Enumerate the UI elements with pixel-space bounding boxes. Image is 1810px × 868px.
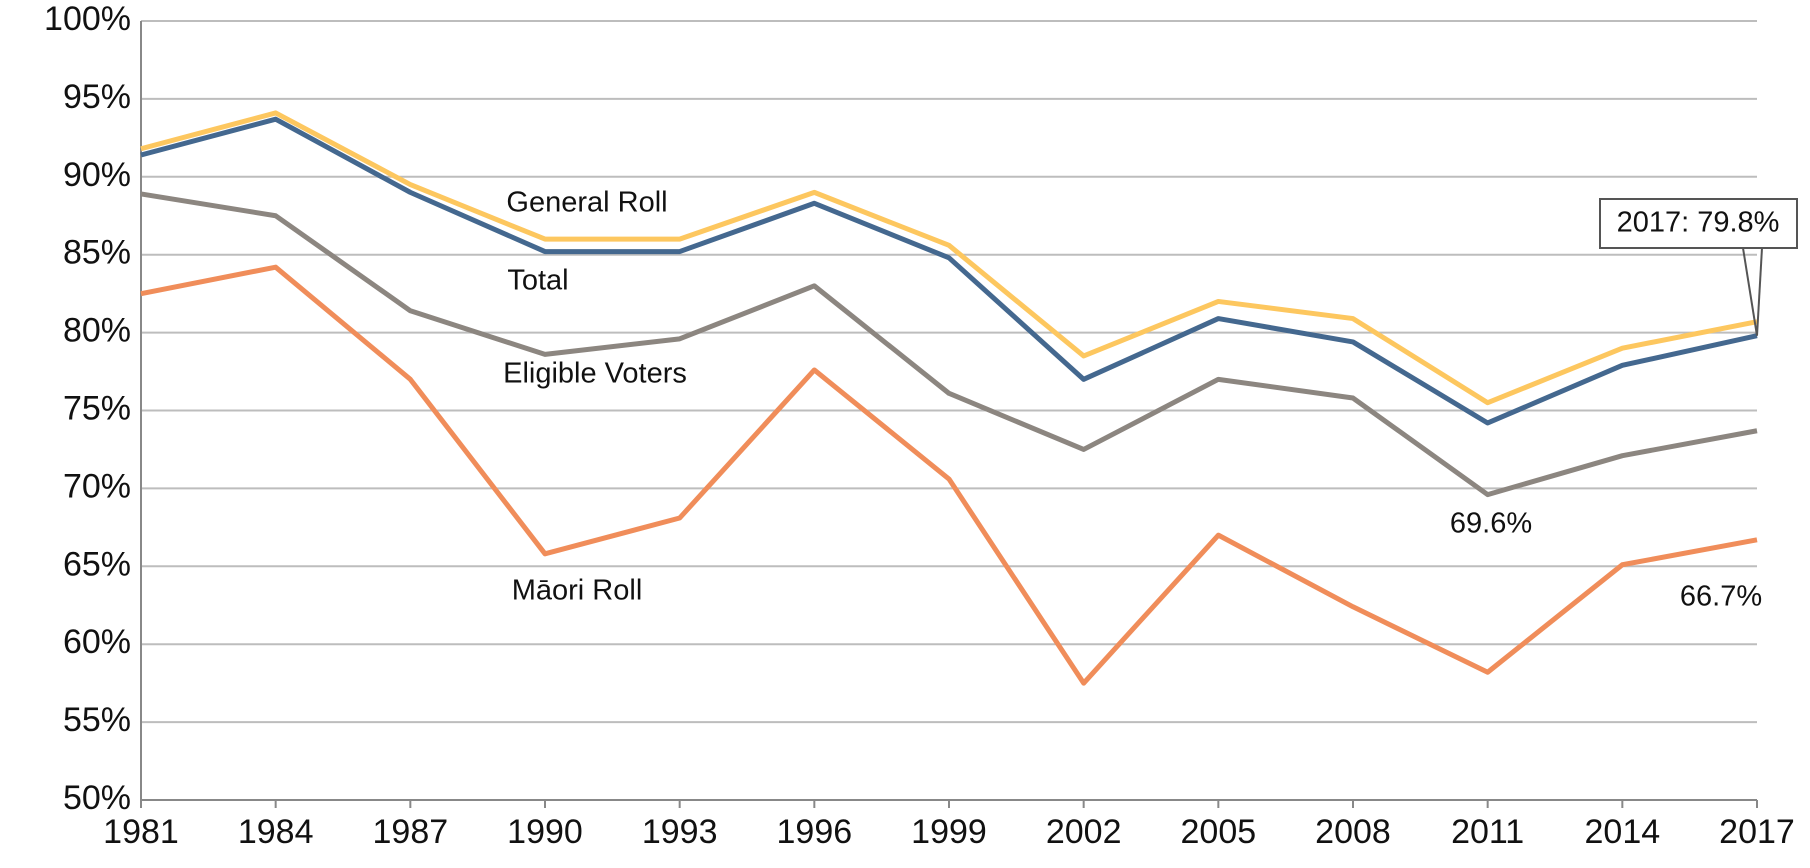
series-line <box>140 116 1758 426</box>
x-tick-label: 2011 <box>1451 813 1524 851</box>
y-tick-label: 80% <box>63 312 131 350</box>
y-tick-label: 60% <box>63 623 131 661</box>
x-tick-label: 2002 <box>1046 813 1122 851</box>
callout-line <box>1742 247 1758 336</box>
y-tick-label: 70% <box>63 467 131 505</box>
series-label: General Roll <box>506 187 667 219</box>
y-tick-label: 65% <box>63 545 131 583</box>
series-label: Total <box>507 265 568 297</box>
x-tick-label: 1981 <box>103 813 179 851</box>
x-tick-label: 2008 <box>1315 813 1391 851</box>
y-tick-label: 85% <box>63 234 131 272</box>
y-tick-label: 50% <box>63 779 131 817</box>
x-tick-label: 2014 <box>1585 813 1661 851</box>
series-line <box>140 191 1758 498</box>
series-label: Māori Roll <box>512 575 643 607</box>
y-tick-label: 55% <box>63 701 131 739</box>
y-tick-label: 95% <box>63 78 131 116</box>
x-tick-label: 1993 <box>642 813 718 851</box>
callout-box <box>1599 198 1798 249</box>
x-tick-label: 1984 <box>238 813 314 851</box>
x-tick-label: 1996 <box>777 813 853 851</box>
y-tick-label: 75% <box>63 389 131 427</box>
series-label: Eligible Voters <box>503 358 687 390</box>
x-tick-label: 2017 <box>1719 813 1795 851</box>
x-tick-label: 1987 <box>373 813 449 851</box>
y-tick-label: 90% <box>63 156 131 194</box>
x-tick-label: 1999 <box>911 813 987 851</box>
annotation: 69.6% <box>1450 508 1532 540</box>
x-tick-label: 2005 <box>1181 813 1257 851</box>
callout-text: 2017: 79.8% <box>1617 207 1780 239</box>
series-line <box>140 264 1758 686</box>
y-tick-label: 100% <box>44 0 131 38</box>
callout-line <box>1756 247 1763 336</box>
annotation: 66.7% <box>1680 581 1762 613</box>
series-line <box>140 110 1758 406</box>
x-tick-label: 1990 <box>507 813 583 851</box>
